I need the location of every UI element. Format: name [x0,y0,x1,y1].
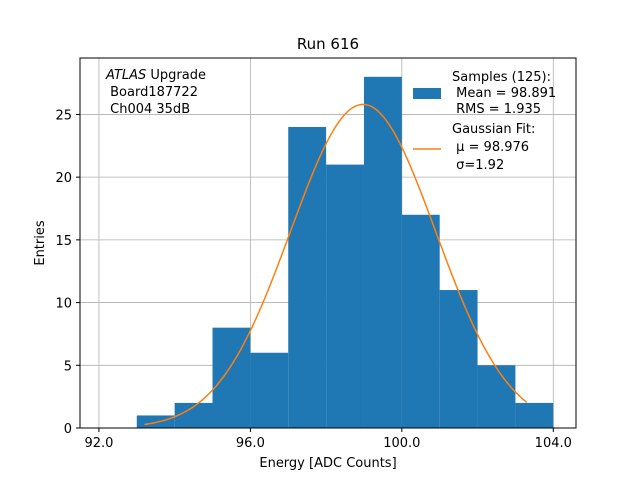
legend: Samples (125): Mean = 98.891 RMS = 1.935… [413,70,556,173]
histogram-bar [326,164,364,428]
legend-fit-title: Gaussian Fit: [452,122,535,137]
histogram-bar [288,126,327,429]
legend-fit-sigma: σ=1.92 [452,158,504,173]
svg-text:ATLAS Upgrade: ATLAS Upgrade [105,68,206,83]
atlas-annotation: ATLAS Upgrade Board187722 Ch004 35dB [105,68,206,117]
legend-fit-mu: μ = 98.976 [452,140,529,155]
histogram-bar [250,352,289,428]
x-axis-label: Energy [ADC Counts] [259,456,396,471]
x-tick-label: 96.0 [236,436,265,451]
annotation-line3: Ch004 35dB [106,102,190,117]
legend-samples-mean: Mean = 98.891 [452,86,556,101]
gaussian-fit-curve [144,103,528,426]
chart-title: Run 616 [297,35,359,53]
x-tick-label: 104.0 [535,436,572,451]
y-axis-ticks: 0 5 10 15 20 25 [55,108,80,437]
histogram-bar [515,402,554,428]
y-tick-label: 15 [55,234,72,249]
annotation-italic: ATLAS [105,68,146,83]
legend-samples-rms: RMS = 1.935 [452,102,541,117]
y-tick-label: 25 [55,108,72,123]
y-tick-label: 10 [55,297,72,312]
legend-samples-title: Samples (125): [452,70,551,85]
histogram-bar [363,76,402,428]
y-tick-label: 20 [55,171,72,186]
y-axis-label: Entries [33,220,48,266]
x-tick-label: 92.0 [84,436,113,451]
x-tick-label: 100.0 [383,436,420,451]
x-axis-ticks: 92.0 96.0 100.0 104.0 [84,428,572,451]
y-tick-label: 0 [64,422,72,437]
annotation-line1: Upgrade [146,68,206,83]
histogram-bar [477,365,516,428]
y-tick-label: 5 [64,359,72,374]
histogram-bar [401,214,440,428]
histogram-bar [439,290,478,428]
annotation-line2: Board187722 [106,85,198,100]
legend-swatch-samples [413,88,441,99]
plot-frame [79,57,577,429]
